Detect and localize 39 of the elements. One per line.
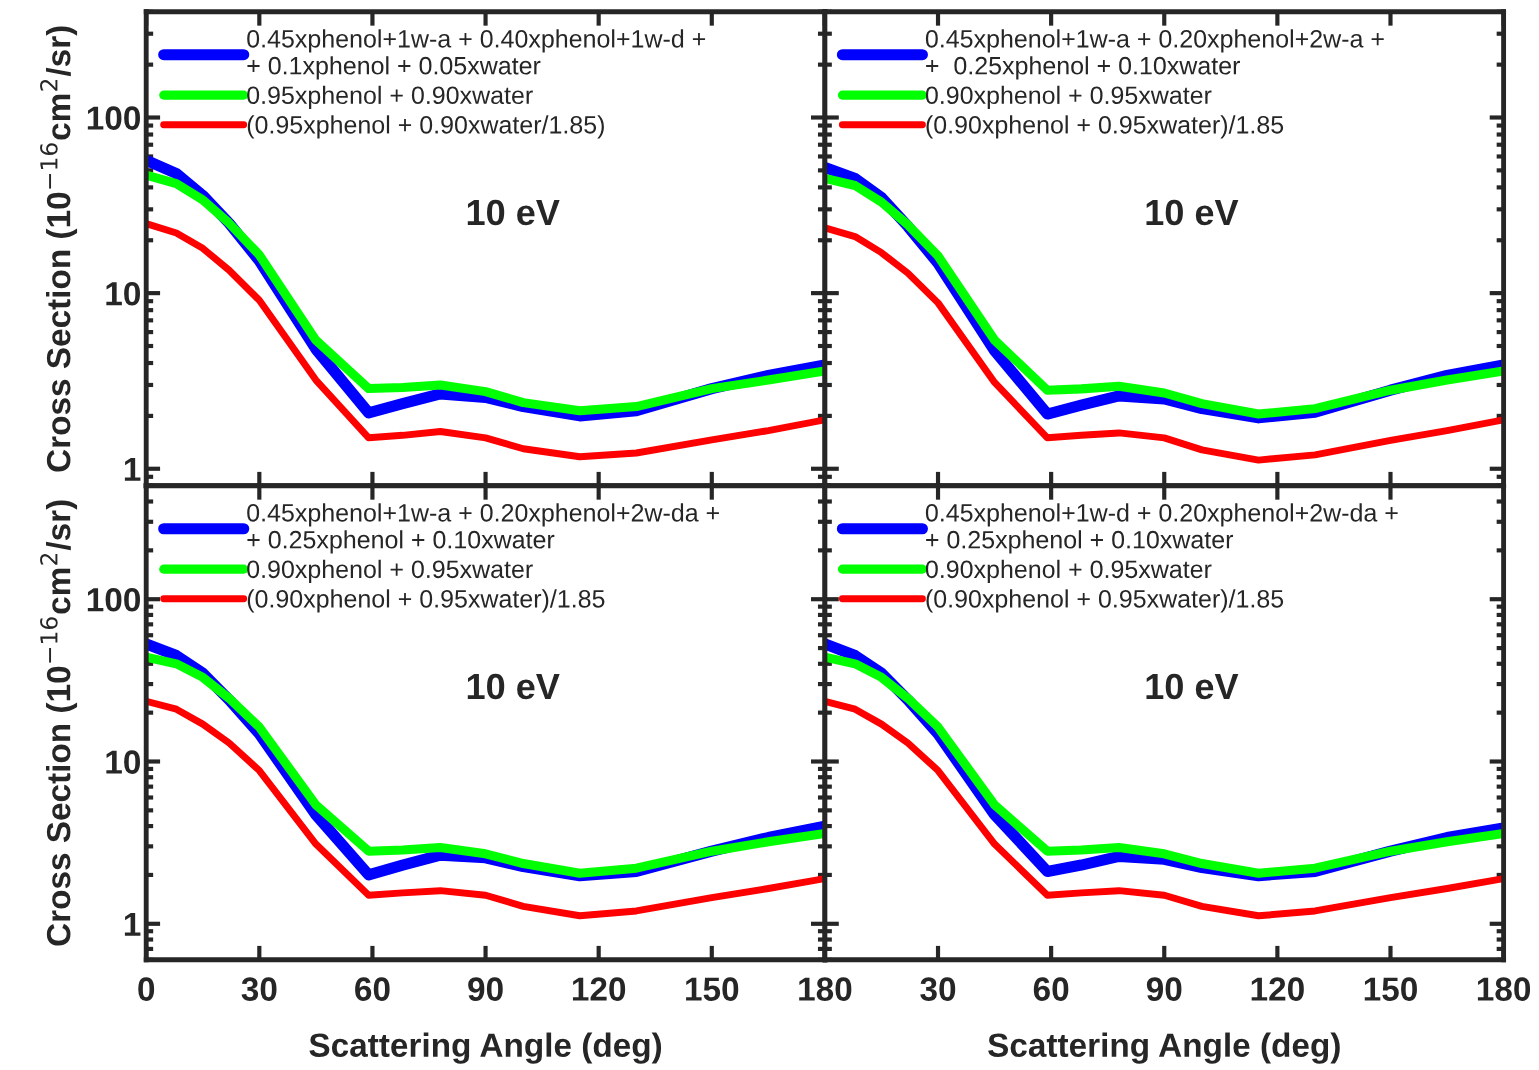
- x-tick-label: 150: [686, 977, 739, 1001]
- x-tick-label: 60: [355, 977, 390, 1001]
- annotation: 10 eV: [467, 673, 560, 700]
- legend-label: 0.45xphenol+1w-a + 0.20xphenol+2w-a + + 0.25xphenol + 0.10xwater: [925, 29, 1384, 80]
- x-axis-title: Scattering Angle (deg): [988, 1032, 1340, 1064]
- y-tick-label: 1: [124, 457, 141, 481]
- x-tick-label: 60: [1033, 977, 1069, 1001]
- x-tick-label: 150: [1364, 977, 1417, 1001]
- x-tick-label: 180: [799, 977, 852, 1001]
- legend-label: 0.90xphenol + 0.95xwater: [247, 559, 533, 584]
- legend-label: 0.45xphenol+1w-d + 0.20xphenol+2w-da + + 0.25xphenol + 0.10xwater: [925, 503, 1398, 554]
- x-tick-label: 180: [1477, 977, 1531, 1001]
- legend-label: (0.95xphenol + 0.90xwater/1.85): [247, 115, 604, 139]
- y-axis-title: Cross Section (10$^{−16}$cm$^{2}$/sr): [40, 500, 78, 946]
- legend-label: (0.90xphenol + 0.95xwater)/1.85: [247, 589, 605, 613]
- x-tick-label: 30: [920, 977, 956, 1001]
- y-tick-label: 1: [124, 912, 141, 936]
- legend-label: 0.95xphenol + 0.90xwater: [247, 85, 533, 110]
- y-tick-label: 10: [106, 281, 140, 306]
- legend-label: 0.45xphenol+1w-a + 0.20xphenol+2w-da + + 0.25xphenol + 0.10xwater: [247, 503, 719, 554]
- y-tick-label: 100: [87, 106, 140, 130]
- legend-label: 0.45xphenol+1w-a + 0.40xphenol+1w-d + + 0.1xphenol + 0.05xwater: [247, 29, 706, 80]
- legend-label: 0.90xphenol + 0.95xwater: [925, 559, 1212, 584]
- x-tick-label: 30: [241, 977, 277, 1001]
- x-tick-label: 90: [1146, 977, 1182, 1001]
- y-tick-label: 100: [87, 588, 140, 612]
- x-tick-label: 0: [138, 977, 155, 1001]
- legend-label: (0.90xphenol + 0.95xwater)/1.85: [926, 589, 1284, 613]
- x-tick-label: 90: [468, 977, 503, 1001]
- legend-label: (0.90xphenol + 0.95xwater)/1.85: [926, 115, 1284, 139]
- x-axis-title: Scattering Angle (deg): [309, 1032, 662, 1064]
- legend-label: 0.90xphenol + 0.95xwater: [925, 85, 1212, 110]
- x-tick-label: 120: [1251, 977, 1304, 1001]
- x-tick-label: 120: [572, 977, 626, 1001]
- y-axis-title: Cross Section (10$^{−16}$cm$^{2}$/sr): [40, 26, 78, 472]
- annotation: 10 eV: [467, 199, 560, 226]
- annotation: 10 eV: [1146, 673, 1239, 700]
- annotation: 10 eV: [1146, 199, 1239, 226]
- y-tick-label: 10: [106, 750, 140, 774]
